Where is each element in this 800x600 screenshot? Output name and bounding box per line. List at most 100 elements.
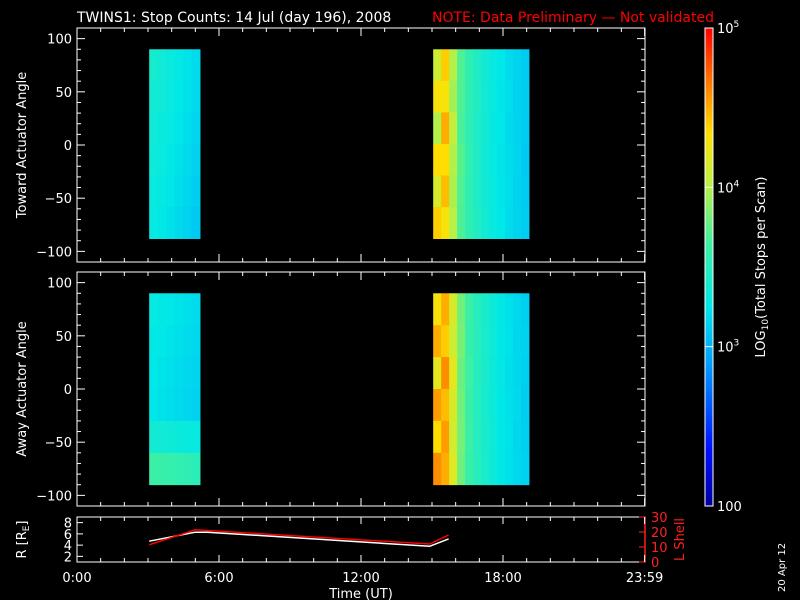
heatmap-cell	[513, 112, 522, 145]
colorbar-gradient	[704, 27, 714, 507]
heatmap-cell	[166, 175, 176, 208]
heatmap-cell	[497, 452, 506, 486]
y-tick-label: 50	[55, 86, 72, 101]
x-tick-label: 6:00	[204, 571, 233, 586]
y-tick-label: −50	[45, 192, 72, 207]
heatmap-cell	[521, 112, 530, 145]
y-tick-label: 6	[64, 528, 72, 543]
heatmap-cell	[481, 207, 490, 239]
heatmap-cell	[457, 293, 466, 326]
heatmap-cell	[457, 80, 466, 113]
heatmap-cell	[183, 175, 192, 208]
y-axis-label: Toward Actuator Angle	[15, 72, 30, 219]
heatmap-cell	[183, 420, 192, 454]
heatmap-cell	[157, 293, 167, 326]
heatmap-cell	[191, 143, 201, 176]
heatmap-cell	[473, 357, 482, 390]
heatmap-cell	[191, 112, 201, 145]
heatmap-cell	[166, 80, 176, 113]
heatmap-cell	[433, 452, 442, 486]
heatmap-cell	[497, 420, 506, 454]
heatmap-cell	[521, 325, 530, 358]
heatmap-cell	[513, 325, 522, 358]
heatmap-cell	[191, 80, 201, 113]
heatmap-cell	[433, 389, 442, 422]
heatmap-cell	[174, 357, 184, 390]
heatmap-cell	[457, 49, 466, 82]
heatmap-cell	[481, 175, 490, 208]
heatmap-cell	[433, 80, 442, 113]
heatmap-cell	[505, 49, 514, 82]
heatmap-cell	[473, 293, 482, 326]
heatmap-cell	[449, 143, 458, 176]
heatmap-cell	[465, 207, 474, 239]
colorbar-label: LOG10(Total Stops per Scan)	[754, 177, 771, 358]
heatmap-cell	[465, 452, 474, 486]
heatmap-cell	[174, 452, 184, 486]
y-tick-label: −100	[36, 489, 72, 504]
heatmap-cell	[149, 325, 159, 358]
heatmap-cell	[505, 80, 514, 113]
y-tick-label: 100	[47, 277, 72, 292]
heatmap-cell	[473, 143, 482, 176]
heatmap-cell	[441, 143, 450, 176]
heatmap-cell	[521, 143, 530, 176]
y-tick-label: −100	[36, 245, 72, 260]
heatmap-cell	[191, 293, 201, 326]
heatmap-cell	[166, 357, 176, 390]
heatmap-cell	[497, 112, 506, 145]
heatmap-cell	[183, 80, 192, 113]
y2-tick-label: 20	[651, 526, 668, 541]
heatmap-cell	[174, 389, 184, 422]
heatmap-cell	[183, 49, 192, 82]
heatmap-cell	[149, 452, 159, 486]
heatmap-cell	[433, 143, 442, 176]
heatmap-cell	[191, 49, 201, 82]
y-tick-label: 4	[64, 539, 72, 554]
away-angle-panel: −100 −50 0 50 100 Away Actuator Angle	[15, 271, 646, 507]
heatmap-cell	[489, 49, 498, 82]
heatmap-cell	[505, 389, 514, 422]
heatmap-cell	[465, 357, 474, 390]
heatmap-cell	[457, 420, 466, 454]
heatmap-cell	[481, 49, 490, 82]
heatmap-cell	[521, 389, 530, 422]
heatmap-cell	[149, 49, 159, 82]
heatmap-cell	[449, 325, 458, 358]
heatmap-cell	[174, 143, 184, 176]
heatmap-cell	[497, 49, 506, 82]
y-axis-label: Away Actuator Angle	[15, 321, 30, 456]
heatmap-cell	[166, 452, 176, 486]
heatmap-cell	[457, 389, 466, 422]
heatmap-cell	[449, 389, 458, 422]
heatmap-cell	[489, 112, 498, 145]
heatmap-cell	[149, 293, 159, 326]
heatmap-cell	[457, 175, 466, 208]
heatmap-cell	[473, 80, 482, 113]
heatmap-cell	[473, 325, 482, 358]
heatmap-cell	[489, 175, 498, 208]
heatmap-cell	[149, 80, 159, 113]
heatmap-cell	[449, 175, 458, 208]
heatmap-cell	[481, 452, 490, 486]
heatmap-cell	[166, 49, 176, 82]
heatmap-cell	[505, 420, 514, 454]
heatmap-cell	[449, 452, 458, 486]
heatmap-cell	[157, 207, 167, 239]
lshell-line	[148, 529, 449, 546]
heatmap-cell	[521, 293, 530, 326]
heatmap-cell	[481, 293, 490, 326]
heatmap-cell	[481, 80, 490, 113]
heatmap-cell	[441, 293, 450, 326]
heatmap-cell	[441, 325, 450, 358]
heatmap-cell	[489, 207, 498, 239]
heatmap-cell	[473, 389, 482, 422]
y-tick-label: 0	[64, 383, 72, 398]
heatmap-cell	[521, 357, 530, 390]
colorbar-tick-label: 105	[717, 20, 739, 37]
heatmap-cell	[465, 420, 474, 454]
heatmap-cell	[183, 357, 192, 390]
heatmap-cell	[449, 80, 458, 113]
heatmap-cell	[449, 293, 458, 326]
